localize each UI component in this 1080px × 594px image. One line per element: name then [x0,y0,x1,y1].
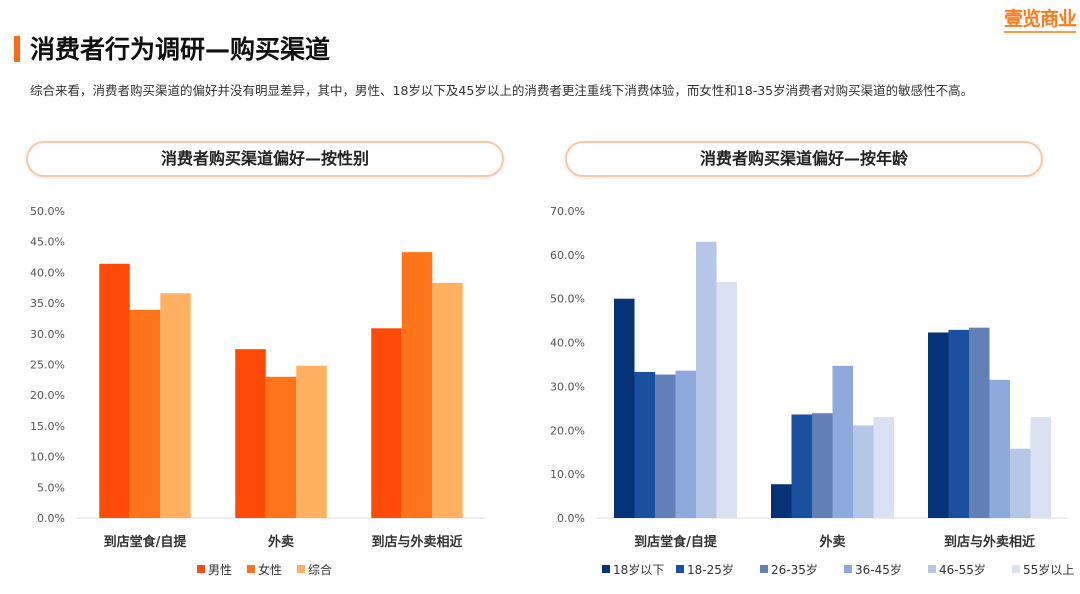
bar-18-25岁-到店堂食/自提 [634,371,655,518]
legend-swatch [297,565,305,573]
bar-26-35岁-到店与外卖相近 [969,327,990,518]
bar-女性-到店堂食/自提 [129,309,161,518]
y-tick-label: 15.0% [30,420,65,433]
y-tick-label: 10.0% [30,451,65,464]
brand-logo: 壹览商业 [1003,4,1077,33]
y-tick-label: 30.0% [30,328,65,341]
chart-title-gender: 消费者购买渠道偏好—按性别 [26,141,504,177]
bar-男性-外卖 [235,349,266,518]
bar-36-45岁-外卖 [832,365,853,518]
bar-36-45岁-到店与外卖相近 [989,379,1010,518]
x-tick-label: 外卖 [267,534,294,550]
y-tick-label: 30.0% [550,380,585,393]
bar-55岁以上-到店与外卖相近 [1030,417,1051,518]
legend-label-女性: 女性 [258,562,282,577]
bar-55岁以上-外卖 [873,417,894,518]
y-tick-label: 60.0% [550,249,585,262]
legend-swatch [676,565,684,573]
page-title: 消费者行为调研—购买渠道 [30,35,331,64]
y-tick-label: 50.0% [30,205,65,218]
summary-text: 综合来看，消费者购买渠道的偏好并没有明显差异，其中，男性、18岁以下及45岁以上… [30,83,974,98]
legend-label-男性: 男性 [208,563,232,577]
legend-swatch [844,565,852,573]
legend-label-46-55岁: 46-55岁 [939,562,986,577]
bar-18岁以下-到店与外卖相近 [928,332,949,518]
legend-swatch [247,565,255,573]
y-tick-label: 0.0% [37,512,65,525]
bar-综合-到店与外卖相近 [432,282,463,518]
y-tick-label: 20.0% [30,389,65,402]
bar-男性-到店堂食/自提 [99,263,130,518]
legend-swatch [760,565,768,573]
bar-55岁以上-到店堂食/自提 [716,282,737,518]
legend-label-18-25岁: 18-25岁 [687,562,734,577]
bar-46-55岁-到店与外卖相近 [1010,448,1031,518]
bar-46-55岁-到店堂食/自提 [696,241,717,518]
y-tick-label: 25.0% [30,359,65,372]
legend-swatch [602,565,610,573]
bar-18-25岁-外卖 [791,414,812,518]
bar-综合-到店堂食/自提 [160,293,191,518]
legend-swatch [197,565,205,573]
x-tick-label: 到店堂食/自提 [634,534,718,550]
y-tick-label: 70.0% [550,205,585,218]
legend-label-36-45岁: 36-45岁 [855,562,902,577]
chart-title-age: 消费者购买渠道偏好—按年龄 [565,141,1043,177]
bar-男性-到店与外卖相近 [371,328,402,518]
y-tick-label: 45.0% [30,236,65,249]
bar-18-25岁-到店与外卖相近 [948,329,969,518]
x-tick-label: 到店与外卖相近 [944,534,1035,550]
y-tick-label: 40.0% [30,266,65,279]
y-tick-label: 10.0% [550,468,585,481]
bar-36-45岁-到店堂食/自提 [675,370,696,518]
bar-女性-外卖 [265,376,297,518]
y-tick-label: 5.0% [37,481,65,494]
x-tick-label: 到店与外卖相近 [371,534,462,550]
y-tick-label: 20.0% [550,424,585,437]
age-chart: 0.0% 10.0% 20.0% 30.0% 40.0% 50.0% 60.0% 70.0% 到… [550,205,1074,577]
x-tick-label: 外卖 [818,534,845,550]
y-tick-label: 0.0% [557,512,585,525]
y-tick-label: 50.0% [550,293,585,306]
gender-chart: 0.0% 5.0% 10.0% 15.0% 20.0% 25.0% 30.0% 35.0% 40… [30,205,485,577]
bar-26-35岁-外卖 [812,413,833,518]
bar-46-55岁-外卖 [853,425,874,518]
legend-swatch [1012,565,1020,573]
bar-18岁以下-到店堂食/自提 [614,298,635,518]
legend-label-55岁以上: 55岁以上 [1023,562,1074,577]
y-tick-label: 40.0% [550,337,585,350]
x-tick-label: 到店堂食/自提 [104,534,188,550]
bar-女性-到店与外卖相近 [401,252,433,518]
title-accent-bar [14,36,20,62]
legend-label-26-35岁: 26-35岁 [771,562,818,577]
bar-18岁以下-外卖 [771,484,792,518]
bar-26-35岁-到店堂食/自提 [655,374,676,518]
bar-综合-外卖 [296,365,327,518]
legend-swatch [928,565,936,573]
y-tick-label: 35.0% [30,297,65,310]
legend-label-18岁以下: 18岁以下 [613,562,664,577]
legend-label-综合: 综合 [308,562,332,577]
